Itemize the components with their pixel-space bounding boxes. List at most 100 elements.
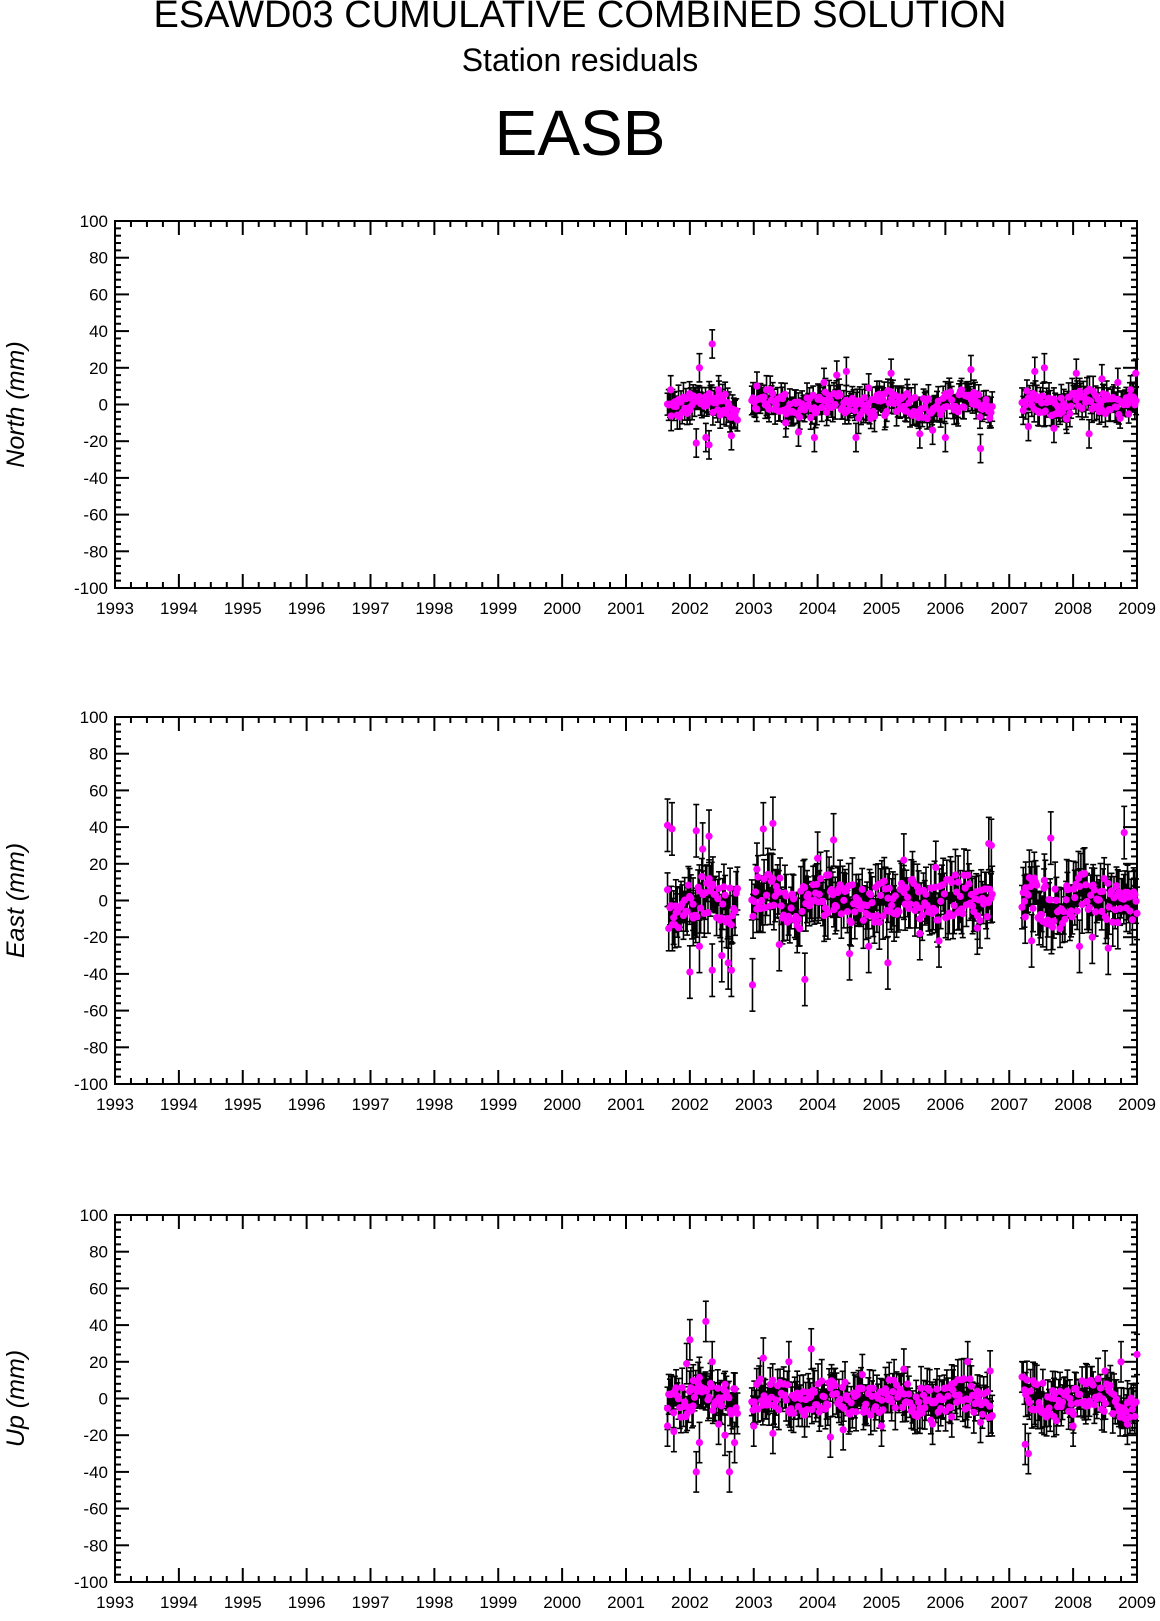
data-point xyxy=(973,924,981,932)
data-point xyxy=(946,388,955,396)
data-point xyxy=(727,966,735,974)
y-tick-label: 80 xyxy=(89,745,108,764)
data-point xyxy=(1087,891,1095,899)
data-point xyxy=(1029,904,1037,912)
y-tick-label: 0 xyxy=(99,892,108,911)
data-point xyxy=(922,890,930,898)
data-point xyxy=(749,912,757,920)
y-axis-label: Up (mm) xyxy=(2,1350,30,1447)
data-point xyxy=(1090,886,1098,894)
data-point xyxy=(1132,369,1140,377)
data-point xyxy=(769,875,777,883)
data-point xyxy=(976,444,985,453)
data-point xyxy=(686,406,694,414)
data-point xyxy=(1114,378,1122,387)
data-point xyxy=(810,433,819,442)
data-point xyxy=(880,877,888,885)
data-point xyxy=(976,916,984,925)
data-point xyxy=(732,406,740,415)
data-point xyxy=(1044,916,1052,924)
data-point xyxy=(724,959,732,967)
data-point xyxy=(697,904,705,912)
x-tick-label: 2008 xyxy=(1054,1095,1092,1114)
data-point xyxy=(787,904,795,912)
data-point xyxy=(829,836,838,844)
data-point xyxy=(836,391,844,399)
data-point xyxy=(891,892,899,900)
data-point xyxy=(1112,403,1121,411)
y-tick-label: 0 xyxy=(99,396,108,415)
data-point xyxy=(800,883,809,892)
data-point xyxy=(727,432,735,440)
data-point xyxy=(983,913,991,921)
data-point xyxy=(781,390,789,398)
data-point xyxy=(988,890,996,898)
data-point xyxy=(879,396,887,404)
data-point xyxy=(719,900,727,908)
data-point xyxy=(731,907,739,915)
data-point xyxy=(843,907,852,916)
data-point xyxy=(858,885,866,893)
data-point xyxy=(1132,897,1140,905)
data-point xyxy=(1066,409,1074,418)
x-tick-label: 2000 xyxy=(543,1593,581,1612)
data-point xyxy=(851,908,859,916)
y-tick-label: -100 xyxy=(74,579,108,598)
y-tick-label: -60 xyxy=(83,1002,108,1021)
x-tick-label: 2009 xyxy=(1118,1593,1156,1612)
data-point xyxy=(758,896,766,905)
data-point xyxy=(824,909,832,917)
data-point xyxy=(1040,364,1048,372)
data-point xyxy=(1061,915,1069,923)
data-point xyxy=(932,863,940,872)
data-point xyxy=(1023,387,1031,395)
data-point xyxy=(674,924,683,932)
data-point xyxy=(1027,396,1035,404)
x-tick-label: 1996 xyxy=(288,1095,326,1114)
data-point xyxy=(903,893,912,901)
x-tick-label: 1999 xyxy=(479,599,517,618)
data-point xyxy=(733,416,742,424)
data-point xyxy=(1050,424,1058,432)
data-point xyxy=(954,878,962,886)
data-point xyxy=(870,412,879,420)
data-point xyxy=(1040,876,1048,884)
data-point xyxy=(724,404,732,412)
data-point xyxy=(789,895,798,903)
data-point xyxy=(667,386,675,394)
data-point xyxy=(823,408,831,416)
data-point xyxy=(667,412,675,420)
x-tick-label: 1999 xyxy=(479,1095,517,1114)
x-tick-label: 2007 xyxy=(990,1593,1028,1612)
data-point xyxy=(714,895,722,903)
data-point xyxy=(965,880,973,888)
x-tick-label: 1999 xyxy=(479,1593,517,1612)
data-point xyxy=(935,937,943,945)
x-tick-label: 2005 xyxy=(863,1095,901,1114)
data-point xyxy=(1112,882,1121,890)
data-point xyxy=(683,907,691,915)
data-point xyxy=(804,890,812,898)
data-point xyxy=(902,884,910,892)
data-point xyxy=(748,981,757,989)
y-tick-label: 100 xyxy=(80,212,108,231)
data-point xyxy=(750,897,758,906)
data-point xyxy=(941,433,949,442)
data-point xyxy=(1087,397,1095,405)
data-point xyxy=(1088,933,1096,941)
data-point xyxy=(1052,896,1060,904)
x-tick-label: 2005 xyxy=(863,1593,901,1612)
data-point xyxy=(820,397,828,405)
y-tick-label: -60 xyxy=(83,1500,108,1519)
data-point xyxy=(698,872,706,881)
data-point xyxy=(1068,913,1076,921)
x-tick-label: 2004 xyxy=(799,599,837,618)
data-point xyxy=(1132,397,1140,405)
data-point xyxy=(794,915,803,923)
data-point xyxy=(686,968,694,976)
data-point xyxy=(954,408,962,416)
data-point xyxy=(726,884,734,892)
data-point xyxy=(663,886,672,894)
data-point xyxy=(705,832,713,840)
